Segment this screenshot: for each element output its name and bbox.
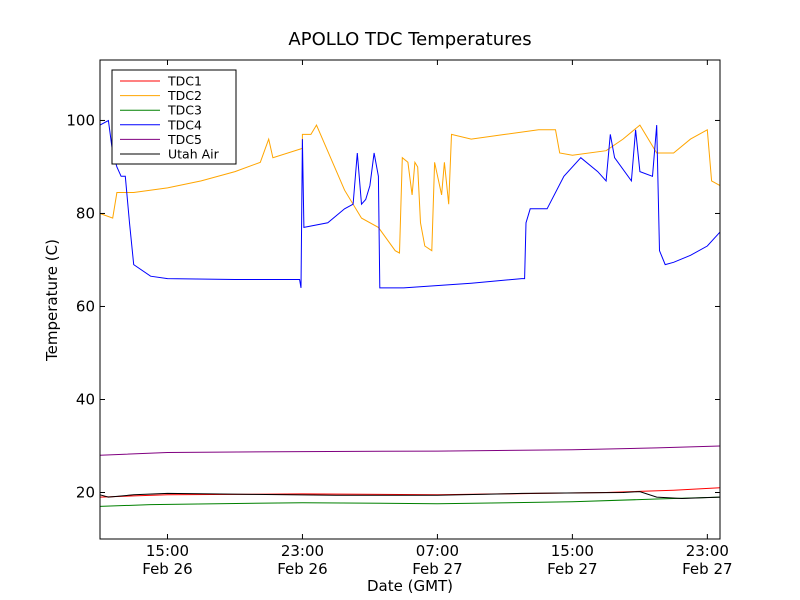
y-axis: 20 40 60 80 100 (66, 111, 720, 501)
x-axis-title: Date (GMT) (367, 577, 453, 595)
y-tick-label: 20 (76, 483, 95, 501)
legend-label-5: Utah Air (168, 147, 220, 162)
x-tick-label-date: Feb 26 (277, 560, 327, 578)
legend-label-0: TDC1 (167, 74, 202, 89)
legend-label-1: TDC2 (167, 88, 202, 103)
y-tick-label: 100 (66, 111, 95, 129)
y-tick-label: 40 (76, 390, 95, 408)
x-tick-label-date: Feb 27 (547, 560, 597, 578)
y-tick-label: 80 (76, 204, 95, 222)
y-tick-label: 60 (76, 297, 95, 315)
x-tick-label-time: 23:00 (686, 542, 729, 560)
x-tick-label-time: 23:00 (281, 542, 324, 560)
legend-label-3: TDC4 (167, 117, 202, 132)
legend-label-2: TDC3 (167, 103, 202, 118)
x-tick-label-time: 15:00 (146, 542, 189, 560)
series-layer (99, 119, 721, 507)
series-line-2 (99, 496, 721, 507)
series-line-1 (99, 124, 721, 254)
y-axis-title: Temperature (C) (43, 239, 61, 362)
x-tick-label-date: Feb 27 (412, 560, 462, 578)
legend-label-4: TDC5 (167, 132, 202, 147)
x-tick-label-time: 15:00 (551, 542, 594, 560)
legend-frame (111, 69, 237, 165)
x-tick-label-date: Feb 27 (682, 560, 732, 578)
series-line-5 (99, 491, 721, 500)
chart-title: APOLLO TDC Temperatures (288, 29, 531, 50)
plot-area-frame (99, 59, 721, 540)
x-tick-label-time: 07:00 (416, 542, 459, 560)
x-tick-label-date: Feb 26 (142, 560, 192, 578)
series-line-3 (99, 119, 721, 289)
series-line-4 (99, 445, 721, 456)
